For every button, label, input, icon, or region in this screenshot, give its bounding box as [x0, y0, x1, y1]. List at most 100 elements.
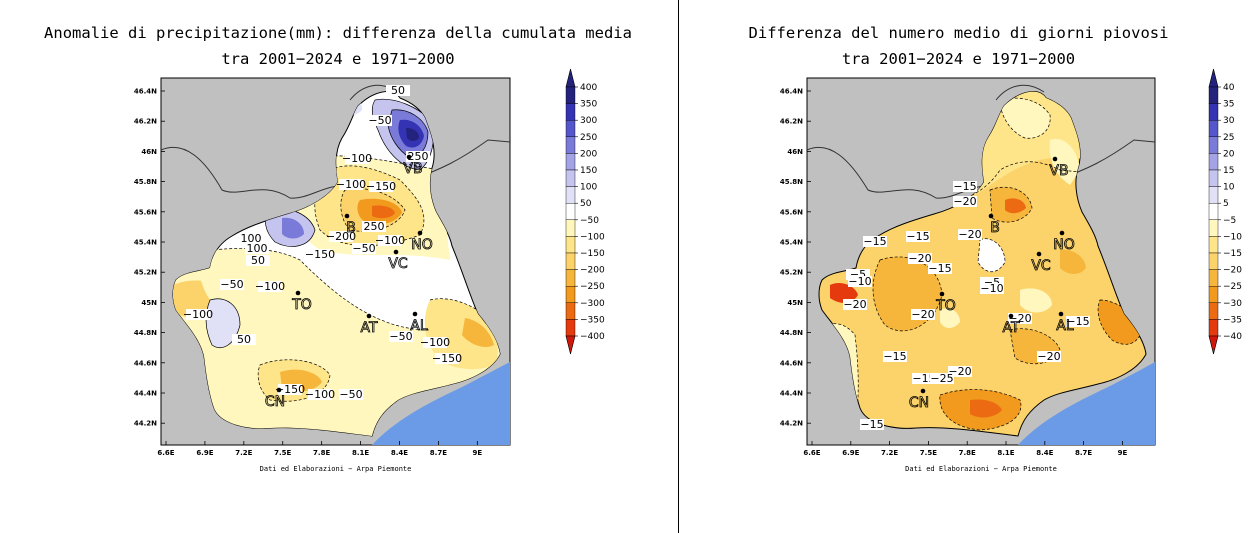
lat-label: 45.6N: [780, 208, 803, 216]
contour-label: 250: [364, 220, 385, 233]
colorbar-swatch: [1208, 219, 1219, 237]
city-dot: [939, 291, 945, 297]
lat-label: 45N: [787, 299, 803, 307]
contour-label-bg: [930, 373, 954, 384]
contour-label: 100: [241, 232, 262, 245]
city-label: AT: [360, 320, 377, 336]
city-dot: [1008, 313, 1014, 319]
colorbar-swatch: [1208, 86, 1219, 104]
city-dot: [295, 290, 301, 296]
contour-label-bg: [1037, 351, 1061, 362]
lat-label: 44.2N: [780, 420, 803, 428]
lon-label: 8.7E: [1075, 449, 1092, 457]
contour-label-bg: [220, 279, 244, 290]
contour-label-bg: [386, 85, 410, 96]
city-label: CN: [265, 394, 285, 410]
lat-label: 46.2N: [134, 118, 157, 126]
lat-label: 45.6N: [134, 208, 157, 216]
contour-label: −100: [255, 280, 285, 293]
contour-label-bg: [953, 181, 977, 192]
colorbar-top-arrow: [1208, 68, 1219, 88]
contour-label: −100: [375, 234, 405, 247]
colorbar-swatch: [1208, 286, 1219, 304]
contour-label: −10: [980, 282, 1003, 295]
contour-label: −50: [352, 242, 375, 255]
contour-label: −20: [908, 252, 931, 265]
colorbar-swatch: [565, 153, 576, 171]
lon-label: 7.2E: [235, 449, 252, 457]
colorbar-swatch: [565, 236, 576, 254]
colorbar-swatch: [1208, 119, 1219, 137]
colorbar-label: −300: [580, 299, 605, 309]
contour-label-bg: [843, 299, 867, 310]
colorbar-swatch: [565, 319, 576, 337]
colorbar-label: 150: [580, 166, 597, 176]
contour-label: −25: [930, 372, 953, 385]
contour-label-bg: [378, 235, 402, 246]
city-label: VB: [1049, 163, 1068, 179]
contour-label-bg: [186, 309, 210, 320]
lat-label: 46.2N: [780, 118, 803, 126]
contour-label: −100: [183, 308, 213, 321]
credit-text: Dati ed Elaborazioni − Arpa Piemonte: [259, 465, 412, 473]
contour-label: 50: [251, 254, 265, 267]
lat-label: 45N: [141, 299, 157, 307]
colorbar-swatch: [565, 86, 576, 104]
colorbar-label: 40: [1223, 83, 1235, 93]
rainy-days-anomaly-panel: Differenza del numero medio di giorni pi…: [680, 0, 1257, 533]
contour-label-bg: [239, 233, 263, 244]
colorbar-swatch: [1208, 153, 1219, 171]
lon-label: 8.7E: [430, 449, 447, 457]
longitude-axis: 6.6E 6.9E 7.2E 7.5E 7.8E 8.1E 8.4E 8.7E 9E: [157, 441, 482, 457]
city-label: AL: [410, 318, 428, 334]
contour-label-bg: [863, 236, 887, 247]
map-title-line1: Differenza del numero medio di giorni pi…: [748, 24, 1169, 42]
contour-label: −150: [366, 180, 396, 193]
contour-label-bg: [911, 309, 935, 320]
contour-label: 250: [408, 150, 429, 163]
colorbar-swatch: [565, 219, 576, 237]
contour-label-bg: [980, 283, 1004, 294]
lat-label: 44.8N: [780, 329, 803, 337]
colorbar-swatch: [1208, 252, 1219, 270]
contour-label: −15: [953, 180, 976, 193]
colorbar-swatch: [565, 202, 576, 220]
city-dot: [988, 213, 994, 219]
lat-label: 44.4N: [134, 390, 157, 398]
colorbar-swatch: [1208, 136, 1219, 154]
contour-label: −50: [220, 278, 243, 291]
latitude-axis: 46.4N 46.2N 46N 45.8N 45.6N 45.4N 45.2N 45N 44.8…: [134, 88, 165, 428]
lon-label: 8.1E: [997, 449, 1014, 457]
lat-label: 44.8N: [134, 329, 157, 337]
contour-label-bg: [958, 229, 982, 240]
latitude-axis: 46.4N 46.2N 46N 45.8N 45.6N 45.4N 45.2N 45N 44.8…: [780, 88, 811, 428]
contour-label-bg: [1008, 313, 1032, 324]
colorbar-label: −350: [580, 315, 605, 325]
lon-label: 8.4E: [391, 449, 408, 457]
lon-label: 6.6E: [157, 449, 174, 457]
city-dot: [412, 311, 418, 317]
colorbar-swatch: [1208, 169, 1219, 187]
contour-label: −15: [928, 262, 951, 275]
contour-label-bg: [246, 255, 270, 266]
contour-label-bg: [423, 337, 447, 348]
colorbar-swatch: [565, 302, 576, 320]
lat-label: 45.4N: [780, 239, 803, 247]
contour-label-bg: [389, 331, 413, 342]
lon-label: 9E: [1118, 449, 1128, 457]
lon-label: 7.5E: [920, 449, 937, 457]
contour-label: −20: [911, 308, 934, 321]
contour-label-bg: [908, 253, 932, 264]
city-dot: [1052, 156, 1058, 162]
lat-label: 45.8N: [780, 178, 803, 186]
lat-label: 44.4N: [780, 390, 803, 398]
colorbar-label: 300: [580, 116, 597, 126]
lon-label: 7.8E: [959, 449, 976, 457]
contour-label: −20: [843, 298, 866, 311]
contour-label: −100: [305, 388, 335, 401]
lon-label: 8.1E: [352, 449, 369, 457]
colorbar-label: 10: [1223, 183, 1235, 193]
panel-divider: [678, 0, 679, 533]
contour-labels: −15−20−15−15−20−20−15−5−10 −5−10−20−20−15…: [843, 180, 1090, 431]
